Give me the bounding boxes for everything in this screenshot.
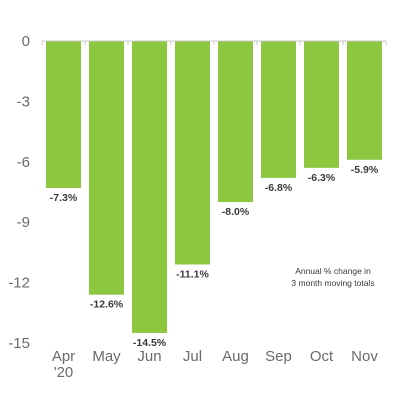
bar-value-label: -11.1% (176, 268, 209, 280)
x-tick-label: Jul (183, 348, 202, 365)
y-tick-label: -3 (17, 93, 30, 110)
y-tick-label: -15 (8, 335, 30, 352)
data-labels: -7.3% -12.6% -14.5% -11.1% -8.0% -6.8% -6.3% -5… (50, 164, 379, 349)
y-tick-label: -6 (17, 154, 30, 171)
bar (89, 41, 124, 295)
x-tick-label: Aug (222, 348, 249, 365)
bar-value-label: -5.9% (351, 164, 379, 176)
x-tick-label: Apr '20 (52, 348, 75, 381)
bar-value-label: -12.6% (90, 299, 124, 311)
x-tick-label: Sep (265, 348, 292, 365)
bar-series (46, 41, 382, 333)
x-tick-label: Nov (351, 348, 378, 365)
bar (218, 41, 253, 203)
y-axis: 0 -3 -6 -9 -12 -15 (8, 33, 30, 352)
x-tick-label: Jun (137, 348, 161, 365)
bar-value-label: -8.0% (222, 206, 250, 218)
bar (261, 41, 296, 178)
bar (175, 41, 210, 265)
bar (304, 41, 339, 168)
bar-value-label: -6.8% (265, 182, 293, 194)
y-tick-label: -9 (17, 214, 30, 231)
x-axis: Apr '20 May Jun Jul Aug Sep Oct Nov (52, 348, 379, 381)
bar (132, 41, 167, 333)
bar (347, 41, 382, 160)
bar-value-label: -14.5% (133, 337, 167, 349)
bar-value-label: -6.3% (308, 172, 336, 184)
bar (46, 41, 81, 188)
x-tick-label: May (92, 348, 121, 365)
category-separators (41, 40, 387, 45)
chart-annotation: Annual % change in 3 month moving totals (291, 266, 374, 288)
x-tick-label: Oct (310, 348, 334, 365)
bar-value-label: -7.3% (50, 192, 78, 204)
y-tick-label: 0 (22, 33, 30, 50)
y-tick-label: -12 (8, 275, 30, 292)
